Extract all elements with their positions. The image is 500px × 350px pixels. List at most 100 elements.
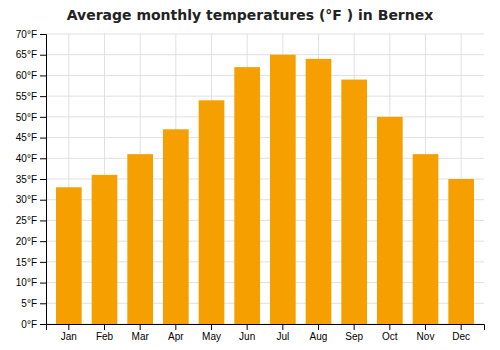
tick: Nov xyxy=(417,324,435,342)
tick-mark xyxy=(140,324,141,330)
bar xyxy=(341,80,367,324)
tick-label: 35°F xyxy=(16,174,37,185)
x-axis: Jan Feb Mar Apr May Jun Jul Aug Sep Oct Nov Dec xyxy=(47,324,485,342)
tick-mark xyxy=(40,283,46,284)
bar xyxy=(377,117,403,324)
tick: 25°F xyxy=(16,215,46,226)
tick-label: Jan xyxy=(61,331,77,342)
tick: 30°F xyxy=(16,194,46,205)
tick-label: Aug xyxy=(310,331,328,342)
tick-label: Mar xyxy=(132,331,150,342)
bar xyxy=(270,55,296,324)
tick-mark xyxy=(40,241,46,242)
tick: 65°F xyxy=(16,49,46,60)
tick: Oct xyxy=(382,324,398,342)
tick-mark xyxy=(68,324,69,330)
tick: Mar xyxy=(132,324,150,342)
tick: Jan xyxy=(61,324,77,342)
tick-mark xyxy=(282,324,283,330)
tick-mark xyxy=(318,324,319,330)
tick-label: 25°F xyxy=(16,215,37,226)
tick-mark xyxy=(40,96,46,97)
tick-mark xyxy=(40,75,46,76)
tick: 0°F xyxy=(21,319,46,330)
tick: Jun xyxy=(239,324,255,342)
tick-mark xyxy=(461,324,462,330)
grid-line xyxy=(46,54,484,55)
tick-mark xyxy=(40,158,46,159)
tick-mark xyxy=(40,34,46,35)
tick-mark xyxy=(40,220,46,221)
tick-mark xyxy=(175,324,176,330)
bar xyxy=(306,59,332,324)
tick-mark xyxy=(40,179,46,180)
tick-label: Dec xyxy=(452,331,470,342)
tick: 20°F xyxy=(16,236,46,247)
bar xyxy=(163,129,189,324)
tick: 60°F xyxy=(16,70,46,81)
tick: 5°F xyxy=(21,298,46,309)
tick-label: 40°F xyxy=(16,153,37,164)
bar xyxy=(56,187,82,324)
tick: May xyxy=(202,324,221,342)
bar xyxy=(127,154,153,324)
tick: 45°F xyxy=(16,132,46,143)
tick: 40°F xyxy=(16,153,46,164)
axis-line xyxy=(47,325,485,331)
grid-line xyxy=(46,96,484,97)
bar xyxy=(413,154,439,324)
tick-mark xyxy=(425,324,426,330)
tick-label: 20°F xyxy=(16,236,37,247)
tick-label: 50°F xyxy=(16,112,37,123)
tick-mark xyxy=(40,138,46,139)
plot: Jan Feb Mar Apr May Jun Jul Aug Sep Oct Nov Dec 0°F 5… xyxy=(16,29,485,342)
tick-label: Oct xyxy=(382,331,398,342)
bar xyxy=(448,179,474,324)
tick-mark xyxy=(40,262,46,263)
bars xyxy=(56,55,474,324)
tick-label: 15°F xyxy=(16,257,37,268)
tick: Aug xyxy=(310,324,328,342)
tick: 10°F xyxy=(16,277,46,288)
tick-label: Jul xyxy=(276,331,289,342)
tick-label: Apr xyxy=(168,331,184,342)
tick-mark xyxy=(40,200,46,201)
tick: Jul xyxy=(276,324,289,342)
tick-mark xyxy=(354,324,355,330)
axis-line xyxy=(40,35,47,325)
tick-label: 0°F xyxy=(21,319,37,330)
tick-mark xyxy=(40,303,46,304)
title: Average monthly temperatures (°F ) in Be… xyxy=(67,7,434,23)
bar xyxy=(92,175,118,324)
tick-label: 60°F xyxy=(16,70,37,81)
tick-label: 65°F xyxy=(16,49,37,60)
tick: 15°F xyxy=(16,257,46,268)
grid xyxy=(46,34,484,324)
tick-mark xyxy=(40,55,46,56)
tick: Sep xyxy=(345,324,363,342)
tick: 35°F xyxy=(16,174,46,185)
tick: Feb xyxy=(96,324,114,342)
bar xyxy=(199,100,225,324)
grid-line xyxy=(46,137,484,138)
grid-line xyxy=(46,116,484,117)
tick-mark xyxy=(40,324,46,325)
y-axis: 0°F 5°F 10°F 15°F 20°F 25°F 30°F 35°F 40°F 45°F 50… xyxy=(16,29,47,330)
tick: Apr xyxy=(168,324,184,342)
tick-mark xyxy=(211,324,212,330)
tick-label: Jun xyxy=(239,331,255,342)
tick-mark xyxy=(247,324,248,330)
tick-label: Feb xyxy=(96,331,114,342)
tick: 55°F xyxy=(16,91,46,102)
tick-label: Sep xyxy=(345,331,363,342)
tick-label: May xyxy=(202,331,221,342)
grid-line xyxy=(46,34,484,35)
tick: 50°F xyxy=(16,112,46,123)
chart: Jan Feb Mar Apr May Jun Jul Aug Sep Oct Nov Dec 0°F 5… xyxy=(0,0,500,350)
tick-label: 70°F xyxy=(16,29,37,40)
tick: 70°F xyxy=(16,29,46,40)
tick-label: 5°F xyxy=(21,298,37,309)
tick-label: Nov xyxy=(417,331,435,342)
tick-mark xyxy=(40,117,46,118)
tick-label: 45°F xyxy=(16,132,37,143)
